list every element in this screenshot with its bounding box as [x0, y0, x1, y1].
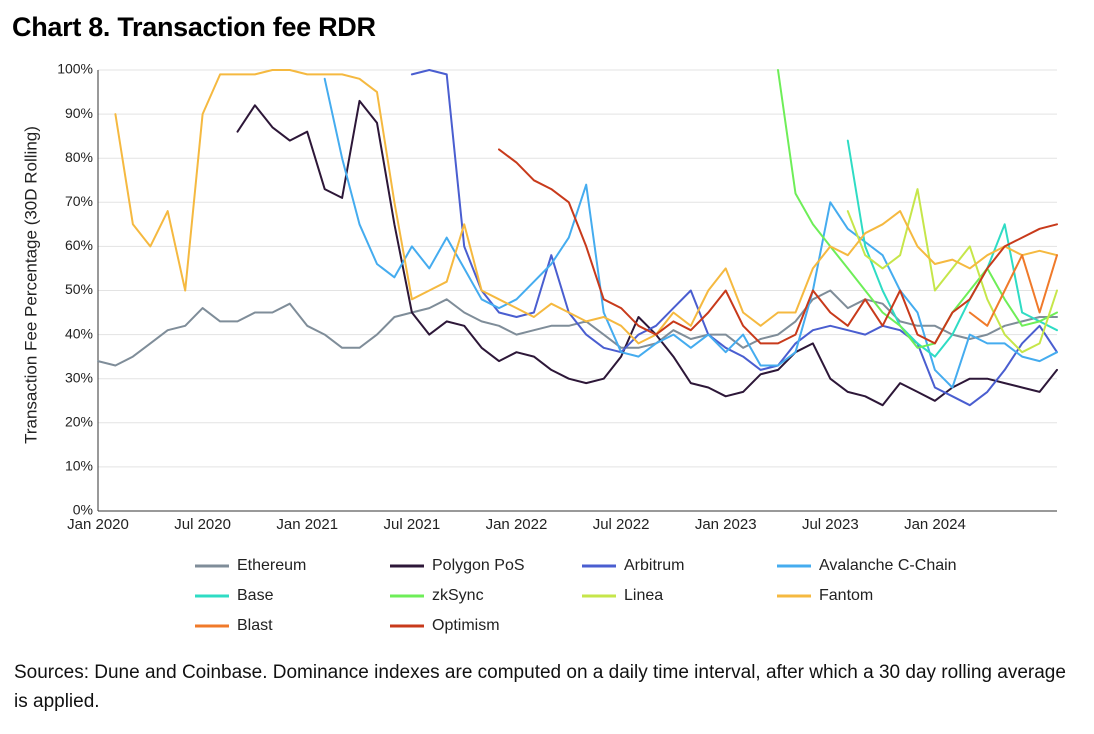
legend-label: Blast: [237, 617, 273, 634]
x-tick-label: Jul 2021: [383, 516, 440, 533]
series-line: [846, 139, 1058, 358]
legend-label: Arbitrum: [624, 557, 684, 574]
series-line: [114, 69, 1058, 345]
series-line: [323, 77, 1058, 389]
series-line: [968, 254, 1058, 327]
chart: Transaction Fee Percentage (30D Rolling)…: [21, 61, 1058, 634]
series-line: [777, 69, 1058, 349]
series-line: [410, 69, 1058, 407]
series-line: [846, 188, 1058, 354]
y-tick-label: 90%: [65, 105, 93, 121]
series-line: [97, 289, 1058, 367]
legend-label: Fantom: [819, 587, 873, 604]
series-line: [498, 148, 1058, 345]
y-tick-label: 30%: [65, 369, 93, 385]
x-tick-label: Jul 2022: [593, 516, 650, 533]
x-tick-label: Jan 2020: [67, 516, 129, 533]
legend-label: Base: [237, 587, 274, 604]
y-tick-label: 60%: [65, 237, 93, 253]
legend-label: Optimism: [432, 617, 500, 634]
y-tick-label: 100%: [57, 61, 93, 77]
y-tick-label: 40%: [65, 325, 93, 341]
source-note: Sources: Dune and Coinbase. Dominance in…: [14, 662, 1066, 712]
series-line: [236, 99, 1058, 407]
y-tick-label: 80%: [65, 149, 93, 165]
y-tick-label: 20%: [65, 414, 93, 430]
y-tick-label: 70%: [65, 193, 93, 209]
chart-title: Chart 8. Transaction fee RDR: [12, 12, 376, 42]
x-tick-label: Jul 2020: [174, 516, 231, 533]
legend-label: Avalanche C-Chain: [819, 557, 957, 574]
legend-label: Ethereum: [237, 557, 306, 574]
legend-label: Linea: [624, 587, 663, 604]
x-tick-label: Jan 2024: [904, 516, 966, 533]
y-axis-label: Transaction Fee Percentage (30D Rolling): [21, 126, 40, 444]
y-tick-label: 0%: [73, 502, 93, 518]
legend-label: zkSync: [432, 587, 484, 604]
x-tick-label: Jan 2023: [695, 516, 757, 533]
x-tick-label: Jul 2023: [802, 516, 859, 533]
legend-label: Polygon PoS: [432, 557, 525, 574]
y-tick-label: 50%: [65, 281, 93, 297]
y-tick-label: 10%: [65, 458, 93, 474]
x-tick-label: Jan 2021: [276, 516, 338, 533]
x-tick-label: Jan 2022: [486, 516, 548, 533]
